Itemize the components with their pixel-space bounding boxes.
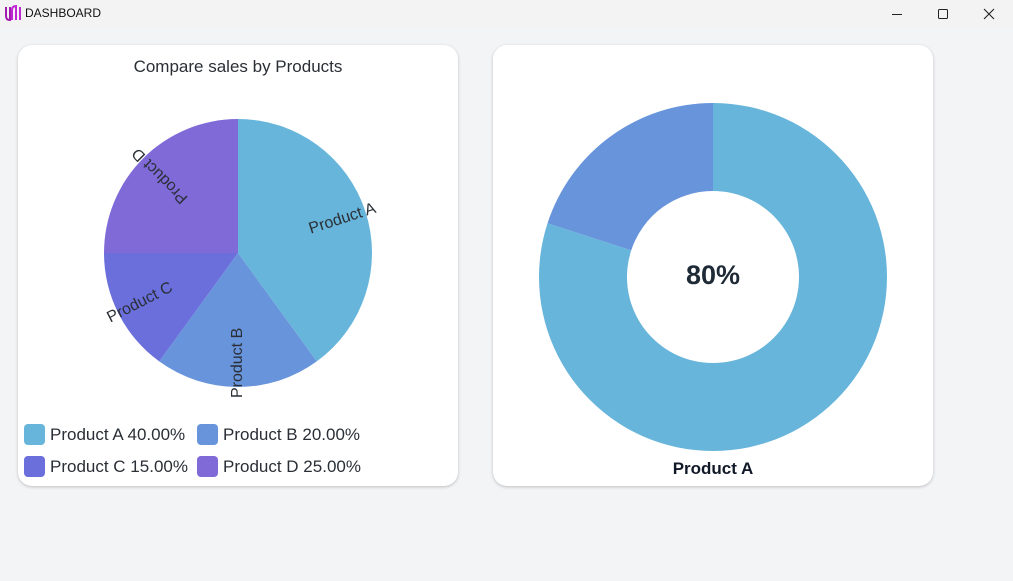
donut-segment-product-a[interactable]: [539, 103, 887, 451]
legend-item-product-b[interactable]: Product B 20.00%: [197, 424, 367, 445]
donut-center-value: 80%: [686, 260, 740, 290]
donut-chart-card: 80% Product A: [493, 45, 933, 486]
pie-slice-product-c[interactable]: [104, 253, 238, 362]
app-logo-icon: [5, 4, 21, 22]
pie-legend: Product A 40.00% Product B 20.00% Produc…: [24, 424, 367, 477]
chart-title: Compare sales by Products: [133, 57, 343, 76]
pie-slice-product-d[interactable]: [104, 119, 238, 253]
minimize-icon: [892, 13, 902, 15]
minimize-button[interactable]: [874, 0, 920, 27]
legend-label: Product A 40.00%: [50, 424, 186, 444]
pie-chart-card: Compare sales by Products Product A Produ…: [18, 45, 458, 486]
legend-item-product-d[interactable]: Product D 25.00%: [197, 456, 367, 477]
legend-swatch: [197, 456, 218, 477]
legend-label: Product C 15.00%: [50, 456, 188, 476]
donut-chart: 80%: [539, 103, 887, 451]
close-button[interactable]: [966, 0, 1012, 27]
legend-label: Product B 20.00%: [223, 424, 361, 444]
maximize-button[interactable]: [920, 0, 966, 27]
window-title: DASHBOARD: [25, 6, 102, 20]
pie-slice-label: Product B: [229, 328, 246, 398]
legend-label: Product D 25.00%: [223, 456, 361, 476]
legend-swatch: [197, 424, 218, 445]
legend-swatch: [24, 456, 45, 477]
close-icon: [983, 8, 995, 19]
pie-slice-product-a[interactable]: [238, 119, 372, 362]
donut-segment-remainder[interactable]: [547, 103, 713, 251]
donut-caption: Product A: [672, 459, 754, 478]
title-bar: DASHBOARD: [0, 0, 1013, 27]
legend-item-product-a[interactable]: Product A 40.00%: [24, 424, 197, 445]
legend-swatch: [24, 424, 45, 445]
legend-item-product-c[interactable]: Product C 15.00%: [24, 456, 197, 477]
pie-slice-product-b[interactable]: [159, 253, 317, 387]
maximize-icon: [938, 8, 948, 19]
